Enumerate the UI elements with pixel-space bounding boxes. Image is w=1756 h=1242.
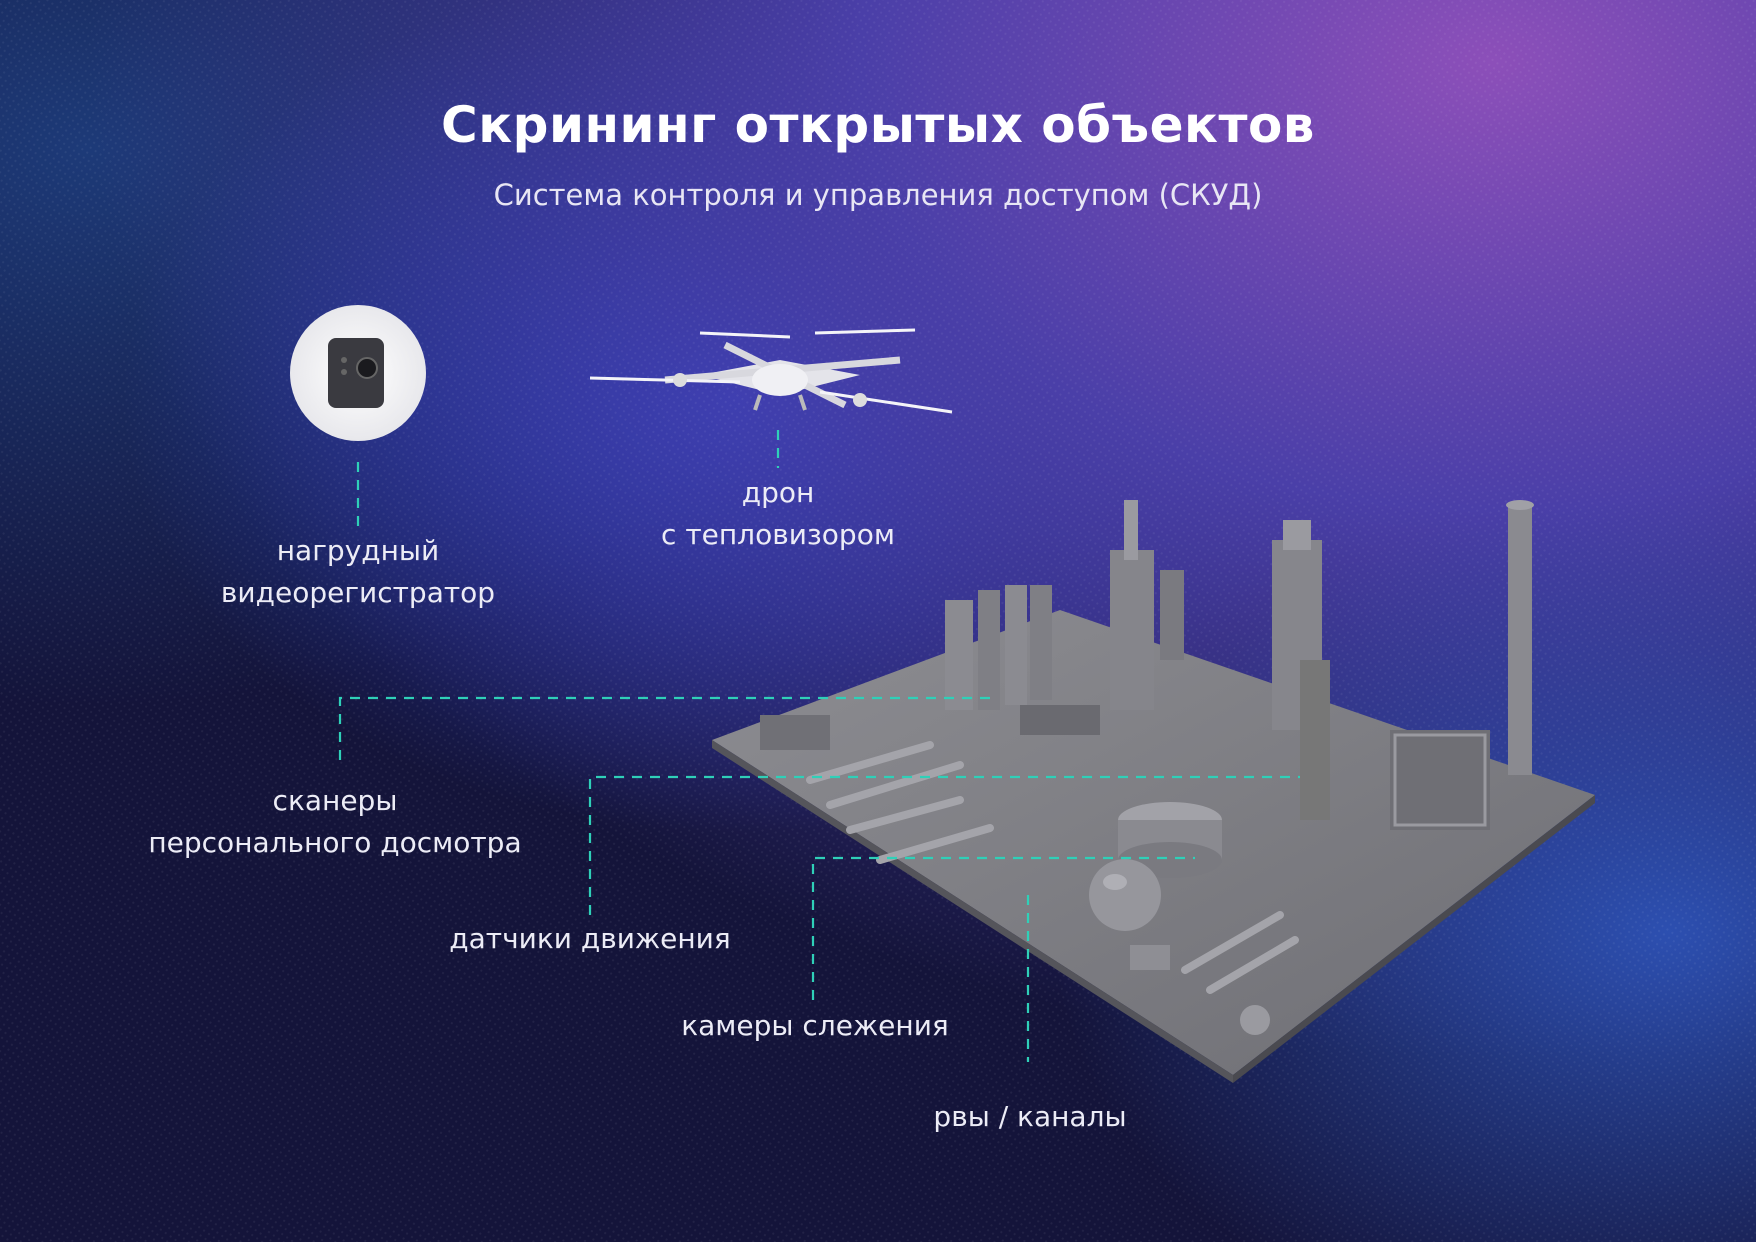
drone-label-line2: с тепловизором bbox=[661, 518, 895, 551]
drone-label: дрон с тепловизором bbox=[628, 472, 928, 556]
page-subtitle: Система контроля и управления доступом (… bbox=[493, 178, 1263, 212]
scanners-label-line1: сканеры bbox=[272, 784, 398, 817]
ditches-label-line1: рвы / каналы bbox=[933, 1100, 1127, 1133]
cameras-label: камеры слежения bbox=[660, 1005, 970, 1047]
motion-sensors-label-line1: датчики движения bbox=[449, 922, 731, 955]
scanners-label: сканеры персонального досмотра bbox=[130, 780, 540, 864]
page-title: Скрининг открытых объектов bbox=[441, 96, 1315, 154]
bodycam-label-line1: нагрудный bbox=[276, 534, 440, 567]
scanners-label-line2: персонального досмотра bbox=[148, 826, 522, 859]
cameras-label-line1: камеры слежения bbox=[681, 1009, 949, 1042]
motion-sensors-label: датчики движения bbox=[430, 918, 750, 960]
bodycam-label-line2: видеорегистратор bbox=[220, 576, 496, 609]
bodycam-label: нагрудный видеорегистратор bbox=[208, 530, 508, 614]
drone-label-line1: дрон bbox=[741, 476, 815, 509]
ditches-label: рвы / каналы bbox=[900, 1096, 1160, 1138]
